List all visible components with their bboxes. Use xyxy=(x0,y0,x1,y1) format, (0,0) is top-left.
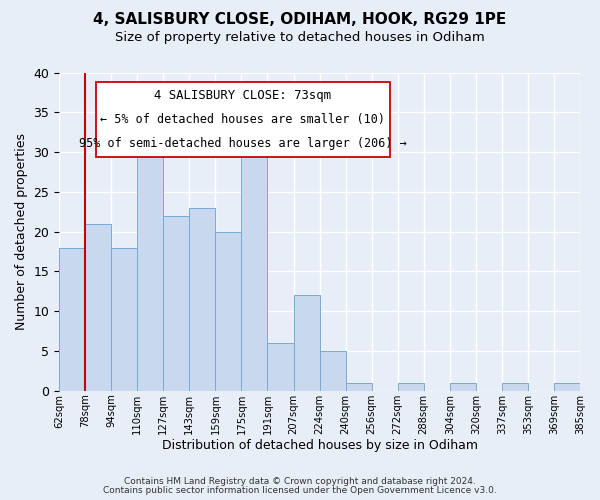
X-axis label: Distribution of detached houses by size in Odiham: Distribution of detached houses by size … xyxy=(161,440,478,452)
Bar xyxy=(320,351,346,391)
Bar xyxy=(450,383,476,391)
Bar xyxy=(346,383,371,391)
Bar xyxy=(293,296,320,391)
FancyBboxPatch shape xyxy=(95,82,390,157)
Bar xyxy=(554,383,580,391)
Bar xyxy=(502,383,528,391)
Bar xyxy=(111,248,137,391)
Bar xyxy=(85,224,111,391)
Bar xyxy=(163,216,190,391)
Text: 4 SALISBURY CLOSE: 73sqm: 4 SALISBURY CLOSE: 73sqm xyxy=(154,89,331,102)
Bar xyxy=(190,208,215,391)
Text: Contains public sector information licensed under the Open Government Licence v3: Contains public sector information licen… xyxy=(103,486,497,495)
Text: 4, SALISBURY CLOSE, ODIHAM, HOOK, RG29 1PE: 4, SALISBURY CLOSE, ODIHAM, HOOK, RG29 1… xyxy=(94,12,506,28)
Y-axis label: Number of detached properties: Number of detached properties xyxy=(15,133,28,330)
Bar xyxy=(137,144,163,391)
Bar xyxy=(215,232,241,391)
Text: 95% of semi-detached houses are larger (206) →: 95% of semi-detached houses are larger (… xyxy=(79,137,407,150)
Bar xyxy=(398,383,424,391)
Text: ← 5% of detached houses are smaller (10): ← 5% of detached houses are smaller (10) xyxy=(100,113,385,126)
Bar xyxy=(268,343,293,391)
Text: Size of property relative to detached houses in Odiham: Size of property relative to detached ho… xyxy=(115,31,485,44)
Text: Contains HM Land Registry data © Crown copyright and database right 2024.: Contains HM Land Registry data © Crown c… xyxy=(124,477,476,486)
Bar xyxy=(59,248,85,391)
Bar xyxy=(241,136,268,391)
